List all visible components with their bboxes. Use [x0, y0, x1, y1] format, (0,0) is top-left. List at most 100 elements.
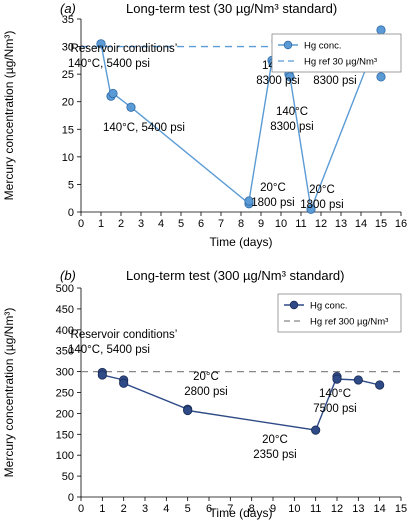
annotation-text: ‘Reservoir conditions’ [68, 43, 177, 55]
x-tick-label: 2 [118, 218, 124, 230]
y-tick-label: 500 [56, 283, 74, 295]
legend-box [271, 33, 402, 73]
x-tick-label: 7 [227, 503, 233, 515]
annotation-text: 1800 psi [251, 197, 294, 209]
annotation-text: 140°C, 5400 psi [103, 122, 185, 134]
y-tick-label: 150 [56, 429, 74, 441]
data-point [332, 374, 342, 384]
x-axis-label: Time (days) [210, 235, 273, 249]
y-tick-label: 20 [62, 97, 74, 109]
annotation-text: 140°C, 5400 psi [68, 58, 150, 70]
legend-series-swatch-marker [283, 40, 293, 50]
annotation-text: 20°C [193, 371, 219, 383]
x-tick-label: 9 [258, 218, 264, 230]
x-tick-label: 0 [78, 218, 84, 230]
x-tick-label: 4 [163, 503, 169, 515]
x-tick-label: 6 [206, 503, 212, 515]
y-tick-label: 400 [56, 325, 74, 337]
legend-series-label: Hg conc. [304, 41, 342, 52]
y-tick-label: 25 [62, 69, 74, 81]
annotation-text: 140°C [276, 106, 308, 118]
x-tick-label: 13 [335, 218, 347, 230]
data-point [311, 425, 321, 435]
annotation-text: 8300 psi [313, 75, 356, 87]
x-tick-label: 6 [198, 218, 204, 230]
legend: Hg conc. Hg ref 300 µg/Nm³ [277, 293, 402, 333]
x-tick-label: 5 [178, 218, 184, 230]
legend-box [277, 293, 402, 333]
y-tick-label: 35 [62, 14, 74, 26]
data-point [97, 370, 107, 380]
x-tick-label: 1 [98, 218, 104, 230]
annotation-text: ‘Reservoir conditions’ [68, 329, 177, 341]
data-point [108, 88, 118, 99]
x-tick-label: 12 [331, 503, 343, 515]
y-tick-label: 0 [68, 207, 74, 219]
data-point [285, 72, 295, 82]
y-axis-label: Mercury concentration (µg/Nm³) [2, 308, 16, 478]
x-tick-label: 5 [185, 503, 191, 515]
y-tick-label: 0 [68, 492, 74, 504]
x-tick-label: 12 [315, 218, 327, 230]
x-tick-label: 10 [288, 503, 300, 515]
legend-series-label: Hg conc. [310, 301, 348, 312]
x-tick-label: 7 [218, 218, 224, 230]
x-tick-label: 10 [275, 218, 287, 230]
data-point [376, 25, 386, 35]
data-point [119, 378, 129, 388]
x-tick-label: 15 [375, 218, 387, 230]
annotation-text: 7500 psi [313, 403, 356, 415]
chart-panel-b: (b) Long-term test (300 µg/Nm³ standard) 0… [2, 268, 407, 520]
y-tick-label: 50 [62, 471, 74, 483]
data-point [183, 405, 193, 416]
legend: Hg conc. Hg ref 30 µg/Nm³ [271, 33, 402, 73]
y-tick-label: 30 [62, 42, 74, 54]
x-tick-label: 0 [78, 503, 84, 515]
x-axis-label: Time (days) [210, 506, 273, 520]
x-tick-label: 11 [310, 503, 321, 515]
x-tick-label: 3 [142, 503, 148, 515]
x-tick-label: 4 [158, 218, 164, 230]
annotation-text: 8300 psi [256, 75, 299, 87]
data-point [375, 380, 385, 390]
x-tick-label: 3 [138, 218, 144, 230]
data-point [244, 196, 254, 206]
y-tick-label: 250 [56, 388, 74, 400]
data-point [96, 39, 106, 49]
y-tick-label: 15 [62, 124, 74, 136]
y-axis-label: Mercury concentration (µg/Nm³) [2, 31, 16, 201]
annotation-text: 2800 psi [184, 386, 227, 398]
data-point [306, 204, 316, 214]
y-tick-label: 10 [62, 152, 74, 164]
x-tick-label: 11 [295, 218, 306, 230]
chart-title: Long-term test (30 µg/Nm³ standard) [126, 1, 337, 16]
panel-label: (a) [60, 1, 76, 16]
x-tick-label: 8 [249, 503, 255, 515]
x-tick-label: 14 [374, 503, 386, 515]
y-tick-label: 100 [56, 450, 74, 462]
data-point [126, 102, 136, 112]
annotation-text: 20°C [260, 182, 286, 194]
legend-series-swatch-marker [289, 300, 299, 310]
annotation-text: 20°C [309, 184, 335, 196]
data-point [376, 72, 386, 82]
x-tick-label: 2 [121, 503, 127, 515]
annotation-text: 2350 psi [253, 449, 296, 461]
legend-reference-label: Hg ref 300 µg/Nm³ [310, 317, 388, 328]
y-tick-label: 450 [56, 304, 74, 316]
y-tick-label: 200 [56, 408, 74, 420]
y-tick-label: 350 [56, 346, 74, 358]
panel-label: (b) [60, 268, 76, 283]
x-tick-label: 16 [395, 218, 407, 230]
chart-panel-a: (a) Long-term test (30 µg/Nm³ standard) 0 1… [2, 1, 407, 249]
x-tick-label: 13 [352, 503, 364, 515]
y-tick-label: 300 [56, 367, 74, 379]
x-tick-label: 14 [355, 218, 367, 230]
annotation-text: 20°C [262, 434, 288, 446]
data-point [353, 375, 363, 385]
annotation-text: 1800 psi [300, 199, 343, 211]
x-tick-label: 9 [270, 503, 276, 515]
y-tick-label: 5 [68, 179, 74, 191]
annotation-text: 140°C [319, 388, 351, 400]
